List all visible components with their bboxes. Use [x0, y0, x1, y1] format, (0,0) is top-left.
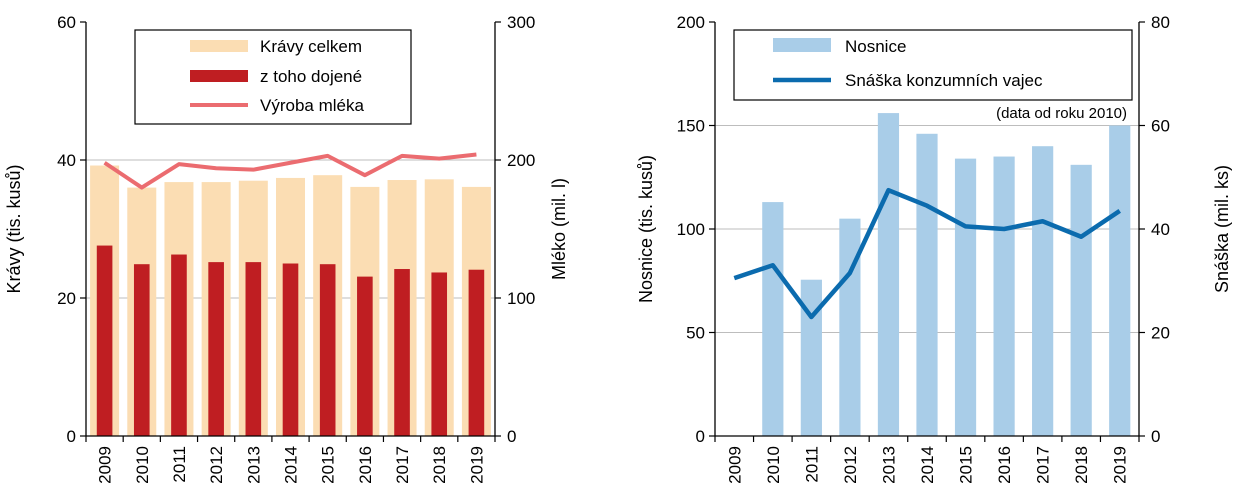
- x-tick-label: 2019: [467, 446, 486, 484]
- y-tick-label-left: 20: [57, 289, 76, 308]
- y-tick-label-right: 0: [507, 427, 516, 446]
- y-axis-title-right: Snáška (mil. ks): [1212, 165, 1232, 293]
- x-tick-label: 2018: [1072, 446, 1091, 484]
- y-tick-label-left: 50: [686, 324, 705, 343]
- bar: [394, 269, 410, 436]
- x-tick-label: 2016: [995, 446, 1014, 484]
- y-tick-label-left: 150: [677, 117, 705, 136]
- legend-label-dojene: z toho dojené: [260, 67, 362, 86]
- y-axis-title-right: Mléko (mil. l): [549, 178, 569, 280]
- y-axis-title-left: Nosnice (tis. kusů): [636, 155, 656, 303]
- series-line: [103, 152, 477, 190]
- y-tick-label-left: 60: [57, 13, 76, 32]
- x-tick-label: 2013: [879, 446, 898, 484]
- x-tick-label: 2017: [1034, 446, 1053, 484]
- bar: [954, 158, 977, 436]
- y-tick-label-right: 300: [507, 13, 535, 32]
- x-tick-label: 2010: [764, 446, 783, 484]
- y-tick-label-right: 0: [1151, 427, 1160, 446]
- bar: [468, 269, 485, 436]
- bar: [208, 262, 224, 436]
- x-tick-label: 2015: [319, 446, 338, 484]
- bar: [171, 254, 187, 436]
- bar: [1070, 164, 1092, 436]
- bar: [357, 276, 373, 436]
- legend-label-vyroba-mleka: Výroba mléka: [260, 96, 364, 115]
- bar: [431, 272, 448, 436]
- hens-eggs-chart: 0 50 100 150 200 0 20 40 60 80 2009 2010 2011 2012 20…: [636, 13, 1232, 484]
- x-tick-label: 2011: [802, 446, 821, 483]
- bar: [762, 202, 784, 436]
- legend-label-snaska: Snáška konzumních vajec: [845, 71, 1043, 90]
- legend-label-nosnice: Nosnice: [845, 37, 906, 56]
- x-tick-label: 2017: [393, 446, 412, 484]
- bar: [245, 262, 262, 436]
- y-tick-label-right: 20: [1151, 324, 1170, 343]
- x-tick-label: 2012: [207, 446, 226, 484]
- x-tick-label: 2016: [356, 446, 375, 484]
- cattle-milk-chart: 0 20 40 60 0 100 200 300 2009 2010 2011 2012 2013 20…: [4, 13, 569, 484]
- legend-label-kravy-celkem: Krávy celkem: [260, 37, 362, 56]
- y-tick-label-left: 100: [677, 220, 705, 239]
- data-note: (data od roku 2010): [996, 105, 1127, 122]
- y-tick-label-left: 40: [57, 151, 76, 170]
- bar: [1032, 146, 1054, 436]
- legend-swatch-nosnice: [773, 38, 831, 52]
- legend-swatch-dojene: [190, 70, 248, 82]
- bar: [96, 245, 113, 436]
- x-tick-label: 2009: [96, 446, 115, 484]
- bar: [319, 264, 336, 436]
- bar: [993, 156, 1015, 437]
- legend: Krávy celkem z toho dojené Výroba mléka: [134, 29, 412, 125]
- series-line: [733, 187, 1121, 320]
- y-tick-label-left: 0: [67, 427, 76, 446]
- legend-box: [134, 29, 412, 125]
- bar: [133, 264, 150, 436]
- x-tick-label: 2010: [133, 446, 152, 484]
- y-tick-label-right: 40: [1151, 220, 1170, 239]
- x-tick-label: 2013: [244, 446, 263, 484]
- x-tick-label: 2014: [918, 446, 937, 484]
- bar: [839, 218, 861, 436]
- x-tick-label: 2012: [841, 446, 860, 484]
- x-tick-label: 2014: [282, 446, 301, 484]
- y-tick-label-left: 200: [677, 13, 705, 32]
- bar: [282, 263, 299, 436]
- x-tick-label: 2018: [430, 446, 449, 484]
- x-tick-label: 2015: [957, 446, 976, 484]
- y-tick-label-left: 0: [696, 427, 705, 446]
- bar: [916, 133, 938, 436]
- x-tick-label: 2011: [170, 446, 189, 483]
- y-tick-label-right: 200: [507, 151, 535, 170]
- bar: [800, 279, 822, 436]
- legend: Nosnice Snáška konzumních vajec: [733, 29, 1133, 101]
- x-tick-label: 2019: [1111, 446, 1130, 484]
- y-tick-label-right: 60: [1151, 117, 1170, 136]
- y-tick-label-right: 100: [507, 289, 535, 308]
- legend-swatch-kravy-celkem: [190, 40, 248, 52]
- y-axis-title-left: Krávy (tis. kusů): [4, 164, 24, 293]
- bar: [877, 113, 900, 436]
- x-tick-label: 2009: [725, 446, 744, 484]
- bar: [1109, 125, 1131, 436]
- y-tick-label-right: 80: [1151, 13, 1170, 32]
